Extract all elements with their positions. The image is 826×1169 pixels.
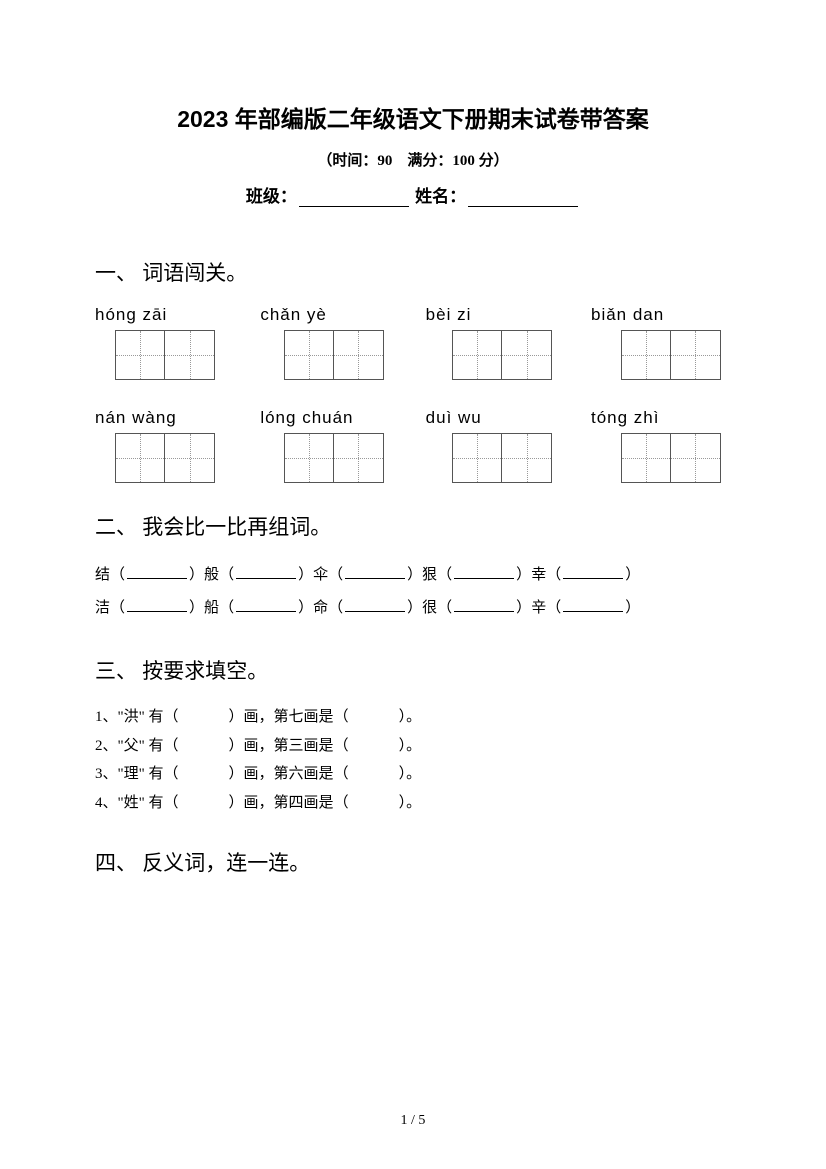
char-box[interactable] xyxy=(452,433,552,483)
pinyin-item: biǎn dan xyxy=(591,305,721,325)
fill-blank[interactable] xyxy=(563,578,623,579)
char: 幸 xyxy=(531,559,546,592)
item-num: 1、 xyxy=(95,709,118,725)
char-box-row-1 xyxy=(95,330,731,380)
class-label: 班级： xyxy=(246,187,297,206)
char-box[interactable] xyxy=(621,433,721,483)
pinyin-row-2: nán wàng lóng chuán duì wu tóng zhì xyxy=(95,408,731,428)
char: 很 xyxy=(422,592,437,625)
fill-blank[interactable] xyxy=(127,611,187,612)
stroke-line: 3、"理" 有（）画，第六画是（）。 xyxy=(95,760,731,789)
char: 洁 xyxy=(95,592,110,625)
char: 船 xyxy=(204,592,219,625)
char: 伞 xyxy=(313,559,328,592)
stroke-desc: 第三画是 xyxy=(274,738,334,754)
document-subtitle: （时间：90 满分：100 分） xyxy=(95,149,731,170)
fill-blank[interactable] xyxy=(454,578,514,579)
stroke-section: 1、"洪" 有（）画，第七画是（）。 2、"父" 有（）画，第三画是（）。 3、… xyxy=(95,703,731,817)
section1-title: 一、 词语闯关。 xyxy=(95,257,731,287)
fill-blank[interactable] xyxy=(345,611,405,612)
stroke-desc: 第七画是 xyxy=(274,709,334,725)
char: 狠 xyxy=(422,559,437,592)
fill-blank[interactable] xyxy=(236,578,296,579)
student-info: 班级： 姓名： xyxy=(95,182,731,207)
item-num: 4、 xyxy=(95,795,118,811)
stroke-desc: 第六画是 xyxy=(274,766,334,782)
fill-blank[interactable] xyxy=(345,578,405,579)
item-char: 父 xyxy=(124,738,139,754)
section3-title: 三、 按要求填空。 xyxy=(95,655,731,685)
name-label: 姓名： xyxy=(415,187,466,206)
word-line-2: 洁（） 船（） 命（） 很（） 辛（） xyxy=(95,592,731,625)
pinyin-row-1: hóng zāi chǎn yè bèi zi biǎn dan xyxy=(95,305,731,325)
pinyin-item: hóng zāi xyxy=(95,305,225,325)
item-char: 理 xyxy=(124,766,139,782)
char: 命 xyxy=(313,592,328,625)
pinyin-item: bèi zi xyxy=(426,305,556,325)
char: 结 xyxy=(95,559,110,592)
pinyin-item: duì wu xyxy=(426,408,556,428)
char-box[interactable] xyxy=(115,330,215,380)
char-box[interactable] xyxy=(284,433,384,483)
pinyin-item: chǎn yè xyxy=(260,305,390,325)
pinyin-item: lóng chuán xyxy=(260,408,390,428)
page-number: 1 / 5 xyxy=(0,1113,826,1129)
word-line-1: 结（） 般（） 伞（） 狠（） 幸（） xyxy=(95,559,731,592)
char: 般 xyxy=(204,559,219,592)
document-title: 2023 年部编版二年级语文下册期末试卷带答案 xyxy=(95,100,731,134)
char-box[interactable] xyxy=(452,330,552,380)
char-box[interactable] xyxy=(115,433,215,483)
section2-title: 二、 我会比一比再组词。 xyxy=(95,511,731,541)
item-char: 洪 xyxy=(124,709,139,725)
pinyin-item: nán wàng xyxy=(95,408,225,428)
word-compare: 结（） 般（） 伞（） 狠（） 幸（） 洁（） 船（） 命（） 很（） 辛（） xyxy=(95,559,731,625)
fill-blank[interactable] xyxy=(236,611,296,612)
item-num: 2、 xyxy=(95,738,118,754)
class-blank[interactable] xyxy=(299,206,409,207)
pinyin-item: tóng zhì xyxy=(591,408,721,428)
fill-blank[interactable] xyxy=(454,611,514,612)
char: 辛 xyxy=(531,592,546,625)
char-box[interactable] xyxy=(621,330,721,380)
fill-blank[interactable] xyxy=(127,578,187,579)
stroke-line: 2、"父" 有（）画，第三画是（）。 xyxy=(95,732,731,761)
name-blank[interactable] xyxy=(468,206,578,207)
section4-title: 四、 反义词，连一连。 xyxy=(95,847,731,877)
item-num: 3、 xyxy=(95,766,118,782)
char-box[interactable] xyxy=(284,330,384,380)
fill-blank[interactable] xyxy=(563,611,623,612)
stroke-line: 4、"姓" 有（）画，第四画是（）。 xyxy=(95,789,731,818)
stroke-desc: 第四画是 xyxy=(274,795,334,811)
item-char: 姓 xyxy=(124,795,139,811)
char-box-row-2 xyxy=(95,433,731,483)
stroke-line: 1、"洪" 有（）画，第七画是（）。 xyxy=(95,703,731,732)
